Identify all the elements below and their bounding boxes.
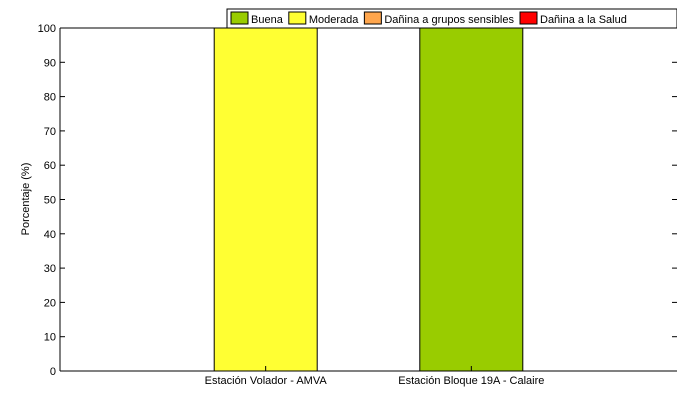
legend-label: Buena: [251, 14, 284, 26]
y-tick-label: 40: [44, 229, 56, 241]
legend-swatch: [288, 11, 307, 25]
legend-box: [226, 8, 677, 29]
legend-swatch: [230, 11, 249, 25]
y-tick-label: 30: [44, 263, 56, 275]
bars-layer: [213, 27, 524, 372]
y-ticks: 0 10 20 30 40 50 60 70 80 90 100: [38, 23, 677, 378]
y-tick-label: 70: [44, 126, 56, 138]
y-tick-label: 60: [44, 160, 56, 172]
y-tick-label: 50: [44, 195, 56, 207]
y-tick-label: 10: [44, 332, 56, 344]
bar: [419, 27, 524, 372]
legend-swatch: [363, 11, 382, 25]
legend-label: Moderada: [309, 14, 359, 26]
x-tick-label: Estación Bloque 19A - Calaire: [398, 375, 544, 387]
x-tick-label: Estación Volador - AMVA: [205, 375, 328, 387]
bar: [213, 27, 318, 372]
legend-swatch: [519, 11, 538, 25]
plot-area: [60, 28, 677, 371]
y-tick-label: 80: [44, 92, 56, 104]
y-tick-label: 100: [38, 23, 56, 35]
legend-label: Dañina a la Salud: [540, 14, 627, 26]
legend-label: Dañina a grupos sensibles: [384, 14, 514, 26]
y-tick-label: 20: [44, 297, 56, 309]
y-axis-label: Porcentaje (%): [20, 163, 32, 236]
legend: Buena Moderada Dañina a grupos sensibles Da…: [226, 8, 677, 29]
y-tick-label: 0: [50, 366, 56, 378]
y-tick-label: 90: [44, 57, 56, 69]
x-ticks: Estación Volador - AMVA Estación Bloque 1…: [205, 366, 544, 387]
